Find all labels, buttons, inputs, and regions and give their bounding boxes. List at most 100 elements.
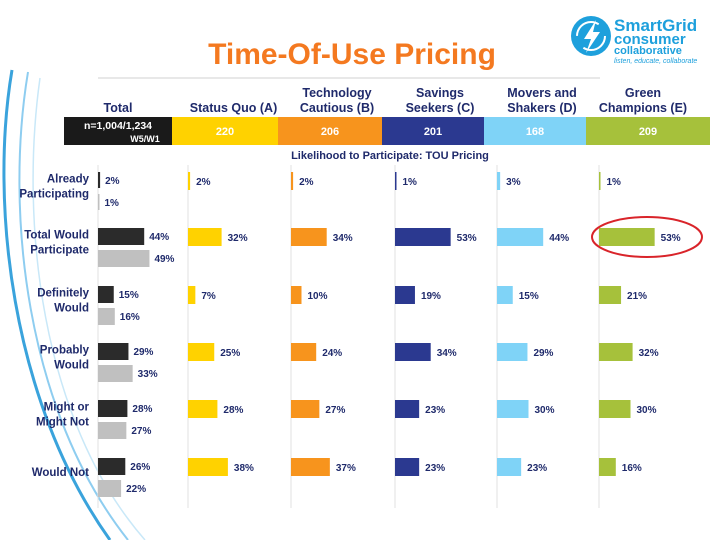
bar-status-quo-a-total-would-participate bbox=[188, 228, 222, 246]
sample-size-savings-seekers-c: 201 bbox=[424, 126, 442, 138]
data-label-status-quo-a-would-not: 38% bbox=[234, 463, 254, 474]
lightning-bolt-icon bbox=[571, 16, 611, 56]
bar-total-w5-probably-would bbox=[98, 343, 129, 360]
data-label-total-w1-might-or-might-not: 27% bbox=[131, 426, 151, 437]
total-waves-label: W5/W1 bbox=[130, 134, 160, 144]
logo-tagline: listen, educate, collaborate bbox=[614, 58, 698, 65]
data-label-green-champions-e-definitely-would: 21% bbox=[627, 291, 647, 302]
total-sample-size: n=1,004/1,234 bbox=[84, 120, 152, 132]
data-label-green-champions-e-would-not: 16% bbox=[622, 463, 642, 474]
bar-total-w1-would-not bbox=[98, 480, 122, 497]
bar-movers-and-shakers-d-would-not bbox=[497, 458, 522, 476]
sample-size-movers-and-shakers-d: 168 bbox=[526, 126, 544, 138]
category-labels: Already Participating Total Would Participa… bbox=[19, 174, 89, 480]
band-cell-savings-seekers-c bbox=[382, 117, 484, 145]
data-label-savings-seekers-c-already-participating: 1% bbox=[403, 177, 418, 188]
data-label-green-champions-e-total-would-participate: 53% bbox=[661, 233, 681, 244]
data-label-movers-and-shakers-d-might-or-might-not: 30% bbox=[535, 405, 555, 416]
data-label-savings-seekers-c-might-or-might-not: 23% bbox=[425, 405, 445, 416]
bar-green-champions-e-definitely-would bbox=[599, 286, 622, 304]
column-header-savings-seekers-c: Savings Seekers (C) bbox=[406, 86, 475, 115]
data-label-movers-and-shakers-d-probably-would: 29% bbox=[533, 348, 553, 359]
data-label-status-quo-a-might-or-might-not: 28% bbox=[223, 405, 243, 416]
logo-text-smartgrid: SmartGrid bbox=[614, 16, 698, 35]
data-label-technology-cautious-b-total-would-participate: 34% bbox=[333, 233, 353, 244]
bar-green-champions-e-might-or-might-not bbox=[599, 400, 631, 418]
column-header-technology-cautious-b: Technology Cautious (B) bbox=[300, 86, 374, 115]
highlight-ring bbox=[591, 216, 703, 258]
data-label-total-w5-would-not: 26% bbox=[130, 462, 150, 473]
logo-text-collaborative: collaborative bbox=[614, 45, 682, 57]
category-label-already-participating: Already Participating bbox=[19, 174, 89, 201]
category-label-definitely-would: Definitely Would bbox=[37, 288, 89, 315]
title-group: Time-Of-Use Pricing bbox=[98, 38, 600, 79]
data-label-savings-seekers-c-definitely-would: 19% bbox=[421, 291, 441, 302]
data-label-savings-seekers-c-probably-would: 34% bbox=[437, 348, 457, 359]
bar-savings-seekers-c-would-not bbox=[395, 458, 420, 476]
bar-green-champions-e-total-would-participate bbox=[599, 228, 655, 246]
page-title: Time-Of-Use Pricing bbox=[208, 38, 496, 71]
logo-text-consumer: consumer bbox=[614, 31, 686, 48]
data-label-green-champions-e-probably-would: 32% bbox=[639, 348, 659, 359]
data-label-movers-and-shakers-d-already-participating: 3% bbox=[506, 177, 521, 188]
bar-total-w1-probably-would bbox=[98, 365, 133, 382]
bar-technology-cautious-b-total-would-participate bbox=[291, 228, 327, 246]
band-cell-movers-and-shakers-d bbox=[484, 117, 586, 145]
sample-size-green-champions-e: 209 bbox=[639, 126, 657, 138]
data-label-total-w1-definitely-would: 16% bbox=[120, 312, 140, 323]
column-header-movers-and-shakers-d: Movers and Shakers (D) bbox=[507, 86, 576, 115]
sample-size-status-quo-a: 220 bbox=[216, 126, 234, 138]
data-label-status-quo-a-probably-would: 25% bbox=[220, 348, 240, 359]
data-label-green-champions-e-might-or-might-not: 30% bbox=[637, 405, 657, 416]
column-header-status-quo-a: Status Quo (A) bbox=[190, 101, 278, 115]
bar-movers-and-shakers-d-already-participating bbox=[497, 172, 501, 190]
data-label-technology-cautious-b-would-not: 37% bbox=[336, 463, 356, 474]
bar-movers-and-shakers-d-might-or-might-not bbox=[497, 400, 529, 418]
data-label-total-w5-probably-would: 29% bbox=[133, 347, 153, 358]
sample-size-technology-cautious-b: 206 bbox=[321, 126, 339, 138]
bar-savings-seekers-c-already-participating bbox=[395, 172, 397, 190]
data-label-savings-seekers-c-total-would-participate: 53% bbox=[457, 233, 477, 244]
data-label-total-w1-probably-would: 33% bbox=[138, 369, 158, 380]
band-cell-total bbox=[64, 117, 172, 145]
data-label-total-w1-already-participating: 1% bbox=[105, 198, 120, 209]
category-label-would-not: Would Not bbox=[32, 467, 89, 479]
data-label-total-w1-would-not: 22% bbox=[126, 484, 146, 495]
band-cell-green-champions-e bbox=[586, 117, 710, 145]
highlight-ellipse bbox=[591, 216, 703, 258]
data-label-technology-cautious-b-probably-would: 24% bbox=[322, 348, 342, 359]
bar-total-w1-already-participating bbox=[98, 194, 100, 210]
bar-movers-and-shakers-d-probably-would bbox=[497, 343, 528, 361]
column-headers: Total Status Quo (A) Technology Cautious (B… bbox=[104, 86, 688, 115]
bar-total-w1-total-would-participate bbox=[98, 250, 150, 267]
bar-green-champions-e-probably-would bbox=[599, 343, 633, 361]
bar-total-w1-definitely-would bbox=[98, 308, 115, 325]
bar-green-champions-e-would-not bbox=[599, 458, 616, 476]
data-label-green-champions-e-already-participating: 1% bbox=[607, 177, 622, 188]
bar-technology-cautious-b-might-or-might-not bbox=[291, 400, 320, 418]
bar-total-w5-already-participating bbox=[98, 172, 101, 188]
data-label-technology-cautious-b-already-participating: 2% bbox=[299, 177, 314, 188]
data-label-movers-and-shakers-d-definitely-would: 15% bbox=[519, 291, 539, 302]
bar-green-champions-e-already-participating bbox=[599, 172, 601, 190]
data-label-total-w1-total-would-participate: 49% bbox=[154, 254, 174, 265]
column-header-green-champions-e: Green Champions (E) bbox=[599, 86, 687, 115]
band-cell-technology-cautious-b bbox=[278, 117, 382, 145]
bar-status-quo-a-might-or-might-not bbox=[188, 400, 218, 418]
column-header-total: Total bbox=[104, 101, 133, 115]
bar-savings-seekers-c-probably-would bbox=[395, 343, 431, 361]
bar-technology-cautious-b-probably-would bbox=[291, 343, 317, 361]
bars: 2% 44% 15% 29% 28% 26% 1% 49% 16% 33% 27% 22% 2% 32% 7… bbox=[98, 172, 681, 497]
bar-movers-and-shakers-d-total-would-participate bbox=[497, 228, 544, 246]
bar-total-w5-would-not bbox=[98, 458, 126, 475]
data-label-total-w5-total-would-participate: 44% bbox=[149, 232, 169, 243]
bar-status-quo-a-probably-would bbox=[188, 343, 215, 361]
data-label-technology-cautious-b-might-or-might-not: 27% bbox=[325, 405, 345, 416]
band-cell-status-quo-a bbox=[172, 117, 278, 145]
bar-savings-seekers-c-might-or-might-not bbox=[395, 400, 420, 418]
category-label-total-would-participate: Total Would Participate bbox=[24, 230, 89, 257]
data-label-savings-seekers-c-would-not: 23% bbox=[425, 463, 445, 474]
bar-total-w5-definitely-would bbox=[98, 286, 114, 303]
bar-total-w1-might-or-might-not bbox=[98, 422, 127, 439]
